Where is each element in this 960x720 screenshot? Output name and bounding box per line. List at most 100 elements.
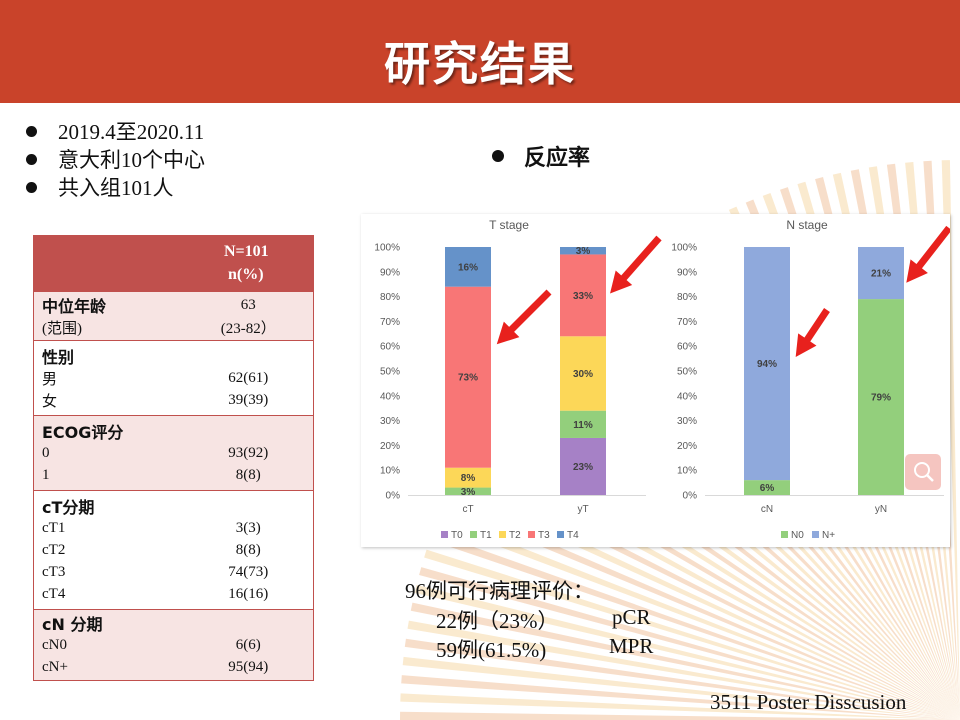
chart-title: T stage xyxy=(489,218,529,232)
bullet-item: 意大利10个中心 xyxy=(26,145,205,173)
y-tick-label: 100% xyxy=(671,243,697,254)
table-header-pct: n(%) xyxy=(228,266,264,283)
pcr-count: 22例（23%） xyxy=(436,609,559,633)
mpr-label: MPR xyxy=(609,634,654,658)
legend-label: T1 xyxy=(480,530,492,541)
table-row-label: 1 xyxy=(42,466,50,483)
data-label: 11% xyxy=(573,420,593,431)
chart-panel: T stage 0% 10% 20% 30% 40% 50% 60% 70% 80% 90% 100%… xyxy=(361,214,952,547)
bar-segment xyxy=(445,467,491,488)
table-group: 中位年龄 63 (范围) (23-82） xyxy=(34,291,313,340)
response-rate-heading: 反应率 xyxy=(492,140,590,172)
bar-segment xyxy=(744,480,790,495)
red-arrow-icon xyxy=(610,270,633,294)
title-bar: 研究结果 xyxy=(0,0,960,103)
y-tick-label: 40% xyxy=(677,391,697,402)
table-row-label: cN 分期 xyxy=(42,615,103,634)
table-row: (范围) (23-82） xyxy=(34,316,313,338)
red-arrow-icon xyxy=(912,225,952,274)
table-row-label: 0 xyxy=(42,444,50,461)
table-row: cN0 6(6) xyxy=(34,634,313,656)
table-group: 性别男 62(61) 女 39(39) xyxy=(34,340,313,415)
bullet-item: 2019.4至2020.11 xyxy=(26,117,205,145)
legend-swatch xyxy=(781,531,788,538)
table-row-value: 93(92) xyxy=(228,444,269,461)
data-label: 16% xyxy=(458,262,478,273)
zoom-icon xyxy=(926,474,934,482)
table-row: ECOG评分 xyxy=(34,420,313,442)
y-tick-label: 10% xyxy=(380,466,400,477)
legend-swatch xyxy=(812,531,819,538)
table-row: cT分期 xyxy=(34,495,313,517)
legend-label: T2 xyxy=(509,530,521,541)
y-tick-label: 0% xyxy=(386,491,401,502)
y-tick-label: 50% xyxy=(677,367,697,378)
table-row-value: 62(61) xyxy=(228,369,269,386)
table-row: 中位年龄 63 xyxy=(34,294,313,317)
table-row: 女 39(39) xyxy=(34,389,313,411)
data-label: 30% xyxy=(573,369,593,380)
table-header-n: N=101 xyxy=(224,243,269,260)
legend-label: T0 xyxy=(451,530,463,541)
table-row-value: 95(94) xyxy=(228,658,269,675)
bar-segment xyxy=(560,247,606,255)
table-row-label: cN0 xyxy=(42,636,67,653)
bar-segment xyxy=(560,336,606,411)
x-tick-label: cN xyxy=(761,504,773,515)
red-arrow-icon xyxy=(504,289,552,337)
y-tick-label: 20% xyxy=(677,441,697,452)
y-tick-label: 10% xyxy=(677,466,697,477)
data-label: 6% xyxy=(760,483,775,494)
table-row: 0 93(92) xyxy=(34,442,313,464)
data-label: 3% xyxy=(576,246,591,257)
bar-segment xyxy=(560,437,606,495)
table-row-value: 63 xyxy=(240,296,256,313)
table-row-label: cT分期 xyxy=(42,498,95,517)
pcr-label: pCR xyxy=(612,605,651,629)
x-tick-label: yN xyxy=(875,504,887,515)
table-row: 1 8(8) xyxy=(34,464,313,486)
y-tick-label: 100% xyxy=(374,243,400,254)
legend-label: T4 xyxy=(567,530,579,541)
table-row-label: 中位年龄 xyxy=(42,297,107,316)
baseline-table: N=101 n(%) 中位年龄 63 (范围) (23-82） 性别男 62(61) 女 3… xyxy=(33,235,314,681)
zoom-icon xyxy=(905,454,941,490)
bar-segment xyxy=(744,247,790,481)
stacked-bar-charts: T stage 0% 10% 20% 30% 40% 50% 60% 70% 80% 90% 100%… xyxy=(374,218,952,541)
red-arrow-icon xyxy=(906,259,928,283)
table-row-value: 8(8) xyxy=(235,541,261,558)
bar-segment xyxy=(560,410,606,438)
bar-segment xyxy=(445,286,491,468)
y-tick-label: 90% xyxy=(380,267,400,278)
red-arrow-icon xyxy=(617,235,662,285)
page-title: 研究结果 xyxy=(384,37,576,91)
table-row: cN+ 95(94) xyxy=(34,656,313,678)
y-tick-label: 90% xyxy=(677,267,697,278)
table-row-value: 3(3) xyxy=(235,519,261,536)
legend-label: N+ xyxy=(822,530,835,541)
table-row-value: 39(39) xyxy=(228,391,269,408)
table-row-value: (23-82） xyxy=(220,320,276,337)
table-row: cT3 74(73) xyxy=(34,561,313,583)
table-row-label: 性别 xyxy=(42,348,75,367)
legend-swatch xyxy=(470,531,477,538)
table-body: 中位年龄 63 (范围) (23-82） 性别男 62(61) 女 39(39) ECOG评分… xyxy=(34,291,313,680)
bar-segment xyxy=(858,299,904,495)
x-tick-label: cT xyxy=(462,504,473,515)
bullet-dot-icon xyxy=(26,153,37,165)
data-label: 33% xyxy=(573,291,593,302)
table-group: ECOG评分 0 93(92) 1 8(8) xyxy=(34,415,313,490)
footer-label: 3511 Poster Disscusion xyxy=(710,690,907,714)
table-group: cT分期 cT1 3(3) cT2 8(8) cT3 74(73) cT4 16(16) xyxy=(34,490,313,609)
legend-swatch xyxy=(557,531,564,538)
notes-heading: 96例可行病理评价： xyxy=(405,579,594,603)
y-tick-label: 70% xyxy=(677,317,697,328)
table-group: cN 分期 cN0 6(6) cN+ 95(94) xyxy=(34,609,313,680)
table-row-value: 74(73) xyxy=(228,563,269,580)
bar-segment xyxy=(560,254,606,337)
data-label: 73% xyxy=(458,373,478,384)
table-row-label: ECOG评分 xyxy=(42,423,124,442)
bar-segment xyxy=(858,247,904,300)
mpr-count: 59例(61.5%) xyxy=(436,638,547,662)
data-label: 23% xyxy=(573,462,593,473)
